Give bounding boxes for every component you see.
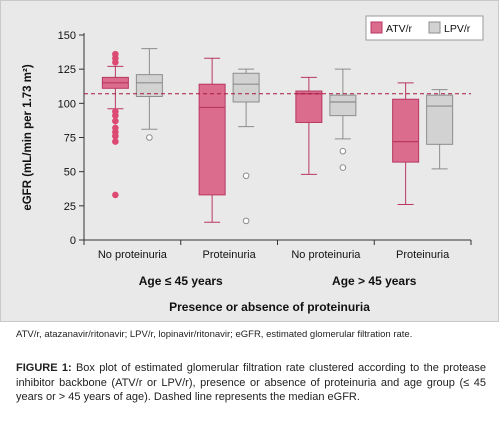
outlier-point — [146, 134, 153, 141]
x-category-label: No proteinuria — [291, 249, 361, 261]
x-group-label: Age > 45 years — [332, 274, 417, 288]
y-tick-label: 25 — [64, 201, 76, 213]
outlier-point — [242, 172, 250, 180]
y-axis-title: eGFR (mL/min per 1.73 m²) — [22, 64, 34, 211]
outlier-point — [242, 217, 250, 225]
figure-caption: FIGURE 1: Box plot of estimated glomerul… — [16, 361, 486, 405]
y-tick-label: 125 — [58, 64, 76, 76]
outlier-point — [112, 138, 119, 145]
chart-panel: 0 25 50 75 100 125 150 eGFR (mL/min per 1.73 m²… — [0, 0, 499, 322]
outlier-point — [112, 191, 119, 199]
box-atv-r — [392, 98, 420, 163]
outlier-point — [339, 164, 347, 171]
legend-label: ATV/r — [386, 23, 413, 35]
legend-box — [365, 15, 484, 41]
y-tick-label: 150 — [58, 30, 76, 42]
box-lpv-r — [135, 74, 163, 97]
y-tick-label: 100 — [58, 98, 76, 110]
box-atv-r — [295, 90, 323, 123]
box-lpv-r — [426, 94, 454, 145]
outlier-point — [112, 124, 119, 132]
abbreviations-footnote: ATV/r, atazanavir/ritonavir; LPV/r, lopi… — [16, 329, 413, 340]
figure-label: FIGURE 1: — [16, 362, 72, 374]
y-tick-label: 50 — [64, 167, 76, 179]
x-category-label: No proteinuria — [98, 249, 168, 261]
x-group-label: Age ≤ 45 years — [139, 274, 223, 288]
legend-swatch — [428, 21, 441, 34]
box-lpv-r — [232, 72, 260, 103]
y-tick-label: 0 — [70, 235, 76, 247]
outlier-point — [112, 108, 119, 115]
x-axis-title: Presence or absence of proteinuria — [169, 300, 370, 314]
x-category-label: Proteinuria — [203, 249, 257, 261]
legend-swatch — [370, 21, 383, 34]
legend: ATV/r LPV/r — [365, 15, 484, 41]
outlier-point — [112, 50, 119, 58]
x-category-label: Proteinuria — [396, 249, 450, 261]
box-lpv-r — [329, 94, 357, 117]
box-plot-chart: 0 25 50 75 100 125 150 eGFR (mL/min per 1.73 m²… — [22, 15, 484, 314]
y-tick-label: 75 — [64, 133, 76, 145]
box-atv-r — [198, 83, 226, 196]
legend-label: LPV/r — [444, 23, 471, 35]
outlier-point — [112, 117, 119, 125]
outlier-point — [339, 147, 347, 155]
figure-caption-text: Box plot of estimated glomerular filtrat… — [16, 362, 486, 403]
